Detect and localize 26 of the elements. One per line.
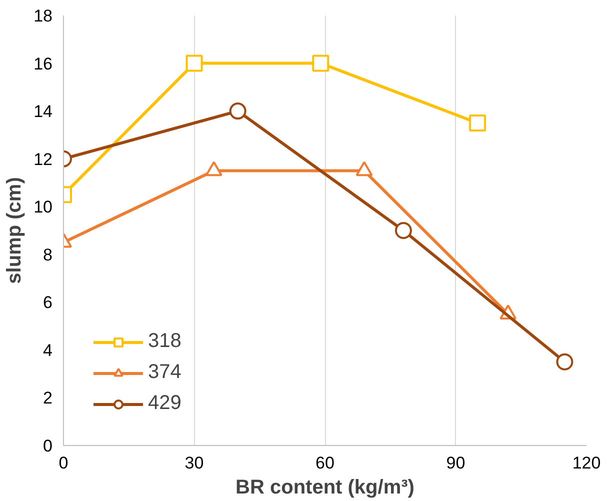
y-tick-label: 14 [34, 102, 53, 122]
y-tick-label: 16 [34, 54, 53, 74]
point [394, 222, 412, 239]
legend-label: 374 [148, 361, 182, 384]
y-tick-label: 10 [34, 198, 53, 217]
y-tick-label: 6 [43, 293, 53, 312]
y-axis-title: slump (cm) [4, 177, 26, 284]
point [229, 102, 246, 120]
y-tick-label: 18 [34, 6, 53, 26]
y-tick-label: 12 [34, 150, 53, 169]
legend-label: 318 [148, 330, 182, 353]
x-axis-title: BR content (kg/m³) [236, 476, 414, 498]
y-tick-label: 8 [43, 245, 53, 264]
x-tick-label: 0 [58, 454, 68, 472]
legend-label: 429 [148, 392, 182, 415]
x-tick-label: 90 [446, 454, 466, 472]
x-tick-label: 30 [184, 454, 204, 472]
point [556, 353, 574, 370]
x-tick-label: 120 [572, 454, 601, 472]
y-tick-label: 4 [43, 340, 53, 360]
point [469, 114, 486, 132]
x-tick-label: 60 [316, 454, 334, 472]
y-tick-label: 0 [43, 436, 53, 456]
y-tick-label: 2 [43, 388, 53, 408]
point [186, 54, 203, 72]
point [312, 54, 330, 72]
